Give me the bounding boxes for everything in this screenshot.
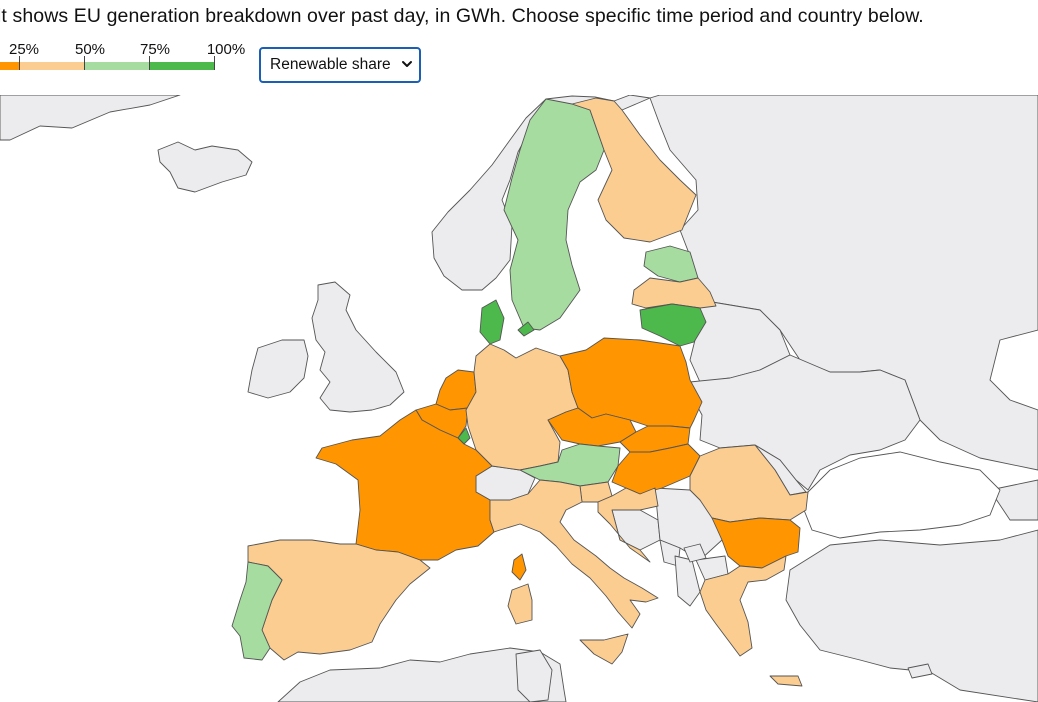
europe-map [0, 95, 1038, 702]
color-legend: 25% 50% 75% 100% [0, 40, 250, 72]
legend-swatch-75-100 [149, 62, 215, 70]
legend-tick-mark [19, 56, 20, 70]
map-hungary[interactable] [611, 443, 701, 495]
map-bulgaria[interactable] [711, 517, 801, 569]
map-crete[interactable] [769, 675, 803, 687]
map-ireland[interactable] [247, 339, 309, 399]
map-cyprus[interactable] [907, 663, 933, 679]
map-svg [0, 95, 1038, 702]
map-denmark-zealand[interactable] [517, 321, 535, 337]
map-corsica[interactable] [511, 553, 527, 581]
map-denmark[interactable] [479, 299, 505, 345]
legend-tick-mark [149, 56, 150, 70]
map-italy[interactable] [489, 479, 659, 629]
map-latvia[interactable] [631, 277, 717, 309]
legend-swatch-50-75 [84, 62, 149, 70]
map-caucasus[interactable] [989, 479, 1038, 521]
map-lithuania[interactable] [639, 303, 707, 347]
map-sweden[interactable] [503, 98, 605, 331]
legend-tick-mark [84, 56, 85, 70]
map-turkey[interactable] [785, 529, 1038, 702]
intro-text: lt shows EU generation breakdown over pa… [0, 5, 924, 27]
map-ukraine[interactable] [689, 354, 921, 491]
map-germany[interactable] [465, 343, 579, 471]
legend-swatch-0-25 [0, 62, 19, 70]
legend-tick-50: 50% [74, 41, 106, 58]
map-iceland[interactable] [157, 141, 253, 193]
map-sardinia[interactable] [507, 583, 533, 625]
legend-tick-25: 25% [8, 41, 40, 58]
chevron-down-icon [402, 61, 412, 67]
map-czechia[interactable] [547, 407, 637, 447]
map-tunisia[interactable] [515, 649, 553, 702]
map-kosovo[interactable] [683, 543, 707, 563]
metric-select-value: Renewable share [270, 56, 391, 73]
map-portugal[interactable] [231, 561, 283, 661]
legend-swatch-25-50 [19, 62, 84, 70]
map-greenland[interactable] [0, 95, 181, 141]
map-romania[interactable] [689, 444, 809, 523]
map-black-sea [803, 451, 1001, 539]
map-sicily[interactable] [579, 633, 629, 665]
map-greece[interactable] [699, 555, 787, 657]
legend-tick-100: 100% [206, 41, 246, 58]
map-albania[interactable] [674, 555, 701, 607]
map-finland[interactable] [571, 97, 697, 243]
legend-tick-mark [214, 56, 215, 70]
map-united-kingdom[interactable] [311, 281, 405, 413]
map-north-africa[interactable] [277, 647, 567, 702]
metric-select[interactable]: Renewable share [259, 47, 421, 83]
legend-tick-75: 75% [139, 41, 171, 58]
map-croatia[interactable] [597, 487, 659, 563]
map-france[interactable] [315, 409, 495, 561]
map-bosnia[interactable] [611, 509, 661, 551]
map-spain[interactable] [247, 539, 431, 661]
